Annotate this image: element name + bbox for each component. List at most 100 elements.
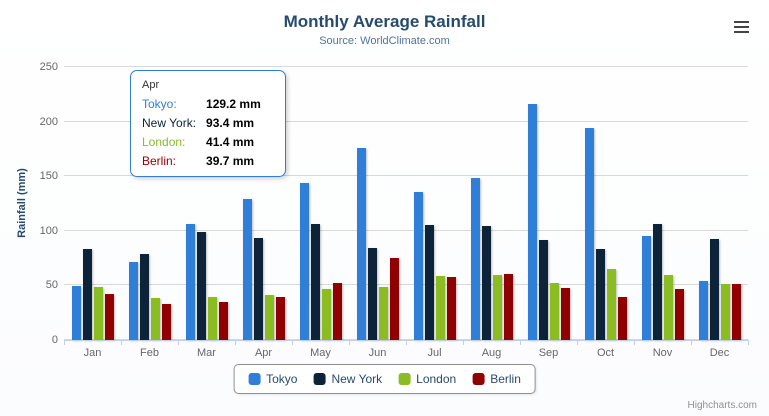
bar-tokyo-nov[interactable] (641, 235, 651, 340)
y-tick-label: 250 (39, 61, 58, 73)
bar-berlin-jan[interactable] (104, 293, 114, 340)
bar-tokyo-jun[interactable] (356, 147, 366, 340)
bar-new-york-jan[interactable] (82, 248, 92, 340)
bar-london-oct[interactable] (606, 268, 616, 340)
bar-tokyo-aug[interactable] (470, 177, 480, 340)
bar-tokyo-feb[interactable] (128, 261, 138, 340)
bar-london-nov[interactable] (663, 275, 673, 340)
bar-london-sep[interactable] (549, 282, 559, 340)
legend-label: Berlin (490, 372, 521, 386)
gridline (64, 66, 748, 67)
bar-berlin-jun[interactable] (389, 257, 399, 340)
export-menu-button[interactable] (731, 18, 753, 36)
tooltip-series-name: Tokyo: (142, 97, 177, 111)
legend-swatch-icon (472, 373, 485, 385)
bar-new-york-feb[interactable] (139, 253, 149, 340)
gridline (64, 229, 748, 231)
bar-tokyo-oct[interactable] (584, 128, 594, 340)
hamburger-menu-icon (734, 21, 749, 23)
legend-item-tokyo[interactable]: Tokyo (248, 372, 297, 386)
x-axis-tick (634, 340, 635, 345)
x-axis-tick (235, 340, 236, 345)
bar-group-apr (235, 67, 292, 340)
tooltip-series-name: Berlin: (142, 154, 177, 168)
x-axis-tick (520, 340, 521, 345)
bar-berlin-jul[interactable] (446, 277, 456, 340)
bar-london-dec[interactable] (720, 284, 730, 340)
tooltip-series-value: 41.4 mm (206, 135, 255, 149)
x-axis-label-sep: Sep (538, 347, 559, 359)
tooltip-series-name: London: (142, 135, 186, 149)
bar-tokyo-mar[interactable] (185, 223, 195, 340)
bar-tokyo-apr[interactable] (242, 198, 252, 340)
tooltip-series-name: New York: (142, 116, 197, 130)
bar-new-york-mar[interactable] (196, 232, 206, 340)
bar-tokyo-jan[interactable] (71, 285, 81, 340)
bar-group-sep (520, 67, 577, 340)
bar-london-may[interactable] (321, 288, 331, 340)
bar-berlin-mar[interactable] (218, 302, 228, 340)
bar-new-york-nov[interactable] (652, 223, 662, 340)
bar-berlin-apr[interactable] (275, 296, 285, 340)
y-tick-label: 50 (45, 279, 58, 292)
bar-tokyo-may[interactable] (299, 182, 309, 340)
x-axis-tick (406, 340, 407, 345)
x-axis-label-mar: Mar (197, 347, 216, 359)
x-axis-tick (577, 340, 578, 345)
bar-new-york-sep[interactable] (538, 240, 548, 340)
x-axis-label-aug: Aug (481, 347, 502, 359)
bar-new-york-jul[interactable] (424, 225, 434, 340)
legend-item-new-york[interactable]: New York (313, 372, 382, 386)
x-axis-label-jun: Jun (368, 347, 387, 359)
bar-new-york-aug[interactable] (481, 226, 491, 340)
y-tick-label: 0 (51, 334, 58, 346)
bar-berlin-may[interactable] (332, 282, 342, 340)
credits-link[interactable]: Highcharts.com (687, 400, 757, 411)
bar-tokyo-jul[interactable] (413, 191, 423, 340)
legend-label: Tokyo (266, 372, 298, 386)
bar-berlin-oct[interactable] (617, 297, 627, 340)
y-tick-label: 100 (39, 224, 58, 237)
legend-item-berlin[interactable]: Berlin (472, 372, 521, 386)
bar-group-may (292, 67, 349, 340)
bar-new-york-oct[interactable] (595, 248, 605, 340)
x-axis-tick (463, 340, 464, 345)
bar-berlin-feb[interactable] (161, 303, 171, 340)
bar-new-york-jun[interactable] (367, 247, 377, 340)
chart-subtitle: Source: WorldClimate.com (319, 35, 450, 47)
gridline (64, 284, 748, 286)
x-axis-label-jul: Jul (427, 347, 442, 359)
y-tick-label: 150 (39, 170, 58, 183)
bar-london-jan[interactable] (93, 286, 103, 340)
tooltip: Apr Tokyo: 129.2 mm New York: 93.4 mm London… (130, 70, 286, 177)
bar-berlin-aug[interactable] (503, 274, 513, 340)
gridline (64, 175, 748, 177)
x-axis-labels: Jan Feb Mar Apr May Jun Jul Aug Sep Oct Nov Dec (64, 347, 748, 361)
gridline (64, 120, 748, 122)
bar-berlin-dec[interactable] (731, 284, 741, 340)
x-axis-label-oct: Oct (596, 347, 615, 359)
bar-group-oct (577, 67, 634, 340)
bar-london-jun[interactable] (378, 287, 388, 340)
bar-london-apr[interactable] (264, 294, 274, 340)
x-axis-label-feb: Feb (140, 347, 159, 359)
legend-item-london[interactable]: London (398, 372, 456, 386)
hamburger-menu-icon (734, 26, 749, 28)
x-axis-label-jan: Jan (83, 347, 102, 359)
bar-group-jan (64, 67, 121, 340)
bar-london-feb[interactable] (150, 297, 160, 340)
bar-new-york-dec[interactable] (709, 239, 719, 340)
bar-new-york-may[interactable] (310, 224, 320, 340)
hamburger-menu-icon (734, 31, 749, 33)
bar-tokyo-dec[interactable] (698, 280, 708, 340)
bar-tokyo-sep[interactable] (527, 103, 537, 340)
bar-london-jul[interactable] (435, 275, 445, 340)
bar-berlin-sep[interactable] (560, 288, 570, 340)
bar-new-york-apr[interactable] (253, 238, 263, 340)
bar-london-aug[interactable] (492, 274, 502, 340)
y-tick-label: 200 (39, 115, 58, 128)
bar-london-mar[interactable] (207, 297, 217, 340)
bar-berlin-nov[interactable] (674, 288, 684, 340)
chart-title: Monthly Average Rainfall (283, 12, 486, 31)
